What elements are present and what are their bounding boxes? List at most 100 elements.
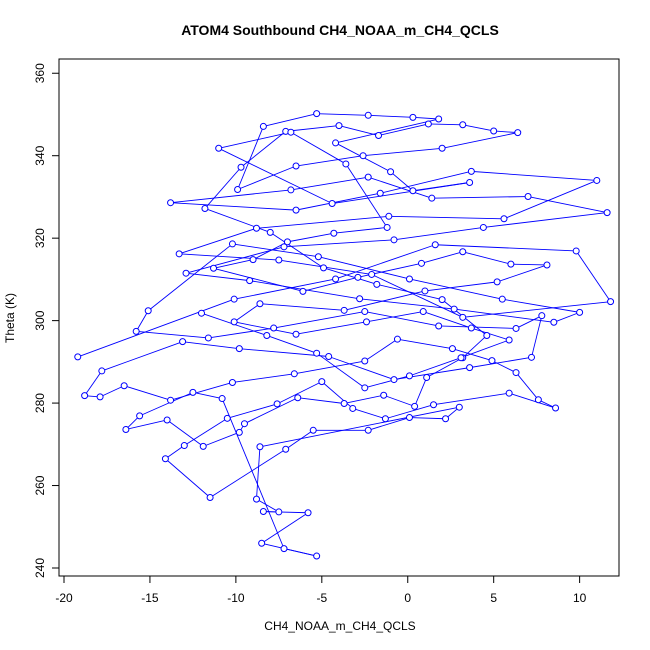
series-segment [515,315,543,329]
series-segment [302,276,359,292]
series-segment [170,202,297,211]
data-point [313,349,321,357]
data-point [180,442,188,450]
series-segment [77,298,235,358]
series-segment [383,394,415,407]
data-point [361,357,369,365]
data-point [309,426,317,434]
x-tick-label: -5 [316,591,327,605]
data-point [409,187,417,195]
data-point [167,199,175,207]
series-segment [233,303,261,323]
data-point [390,376,398,384]
series-segment [84,370,103,396]
data-point [349,404,357,412]
data-point [498,295,506,303]
data-point [466,364,474,372]
series-segment [502,298,580,313]
x-tick-label: 10 [573,591,587,605]
y-tick-label: 340 [33,145,47,165]
data-point [228,240,236,248]
series-segment [431,196,529,199]
series-segment [240,131,287,168]
series-segment [368,417,410,431]
series-segment [452,348,493,362]
data-point [287,128,295,136]
series-segment [364,338,398,362]
data-point [258,539,266,547]
y-tick-label: 280 [33,393,47,413]
series-segment [232,373,295,383]
series-segment [182,341,240,350]
data-point [390,236,398,244]
series-segment [462,124,494,132]
series-segment [344,394,384,404]
series-segment [136,330,209,339]
series-segment [393,226,484,241]
y-tick-label: 320 [33,228,47,248]
data-point [161,455,169,463]
series-segment [179,227,257,255]
series-segment [438,325,517,329]
data-point [373,280,381,288]
x-axis: -20 -15 -10 -5 0 5 10 [55,575,587,605]
data-point [340,306,348,314]
data-point [292,162,300,170]
data-point [418,259,425,267]
data-point [428,194,436,202]
series-segment [165,445,185,460]
series-segment [426,357,463,378]
data-point [294,394,302,402]
series-segment [227,403,278,419]
data-point [122,425,130,433]
series-segment [185,246,285,274]
series-segment [323,267,377,285]
data-point [500,215,508,223]
data-point [488,357,496,365]
series-segment [204,166,242,209]
series-segment [295,155,364,167]
series-segment [380,170,472,194]
data-point [375,132,383,140]
data-point [507,260,515,268]
series-segment [462,335,488,359]
data-point [381,415,389,423]
series-segment [471,327,510,341]
data-point [246,277,254,285]
series-segment [234,321,297,335]
data-point [421,287,429,295]
series-segment [213,267,304,292]
chart-title: ATOM4 Southbound CH4_NOAA_m_CH4_QCLS [181,22,499,38]
x-axis-label: CH4_NOAA_m_CH4_QCLS [264,619,415,633]
data-point [423,374,431,382]
data-point [385,212,393,220]
series-segment [192,391,223,399]
data-point [459,313,467,321]
series-segment [388,215,505,220]
series-segment [147,243,233,312]
data-point [314,253,322,261]
series-segment [283,548,317,557]
series-segment [218,147,333,204]
series-segment [316,113,369,116]
data-point [132,327,140,335]
series-segment [321,381,354,409]
data-point [459,121,467,129]
data-point [607,298,615,306]
x-tick-label: -20 [55,591,73,605]
data-point [266,228,274,236]
series-segment [297,397,345,404]
data-point [354,273,362,281]
series-segment [385,404,434,420]
data-point [201,204,209,212]
data-point [175,250,183,258]
series-segment [335,244,436,280]
data-point [459,248,467,256]
series-segment [256,215,389,229]
series-segment [527,196,608,214]
series-segment [333,226,388,234]
plot-frame [58,58,620,577]
series-segment [433,392,510,406]
data-point [230,318,238,326]
data-point [576,308,584,316]
